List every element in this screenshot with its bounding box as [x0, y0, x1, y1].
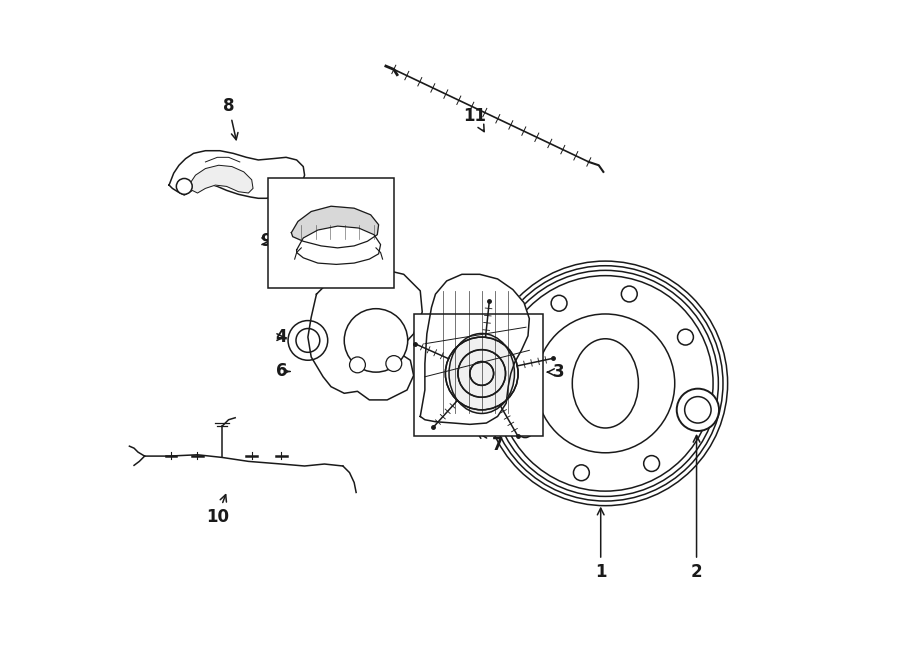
Text: 6: 6 — [275, 362, 290, 381]
Circle shape — [349, 357, 365, 373]
Polygon shape — [169, 151, 304, 198]
Text: 11: 11 — [464, 106, 487, 132]
Text: 3: 3 — [547, 363, 565, 381]
Circle shape — [176, 178, 193, 194]
Bar — [268, 178, 394, 288]
Text: 8: 8 — [223, 97, 238, 139]
Polygon shape — [292, 206, 379, 248]
Text: 9: 9 — [260, 232, 272, 251]
Circle shape — [677, 389, 719, 431]
Text: 7: 7 — [477, 432, 503, 454]
Circle shape — [344, 309, 408, 372]
Text: 2: 2 — [690, 436, 702, 581]
Polygon shape — [420, 274, 529, 424]
Text: 5: 5 — [423, 377, 439, 396]
Circle shape — [288, 321, 328, 360]
Text: 10: 10 — [206, 494, 229, 526]
Bar — [414, 314, 543, 436]
Circle shape — [275, 180, 292, 196]
Polygon shape — [297, 226, 381, 264]
Ellipse shape — [449, 333, 515, 414]
Polygon shape — [308, 268, 422, 400]
Polygon shape — [189, 165, 253, 193]
Text: 4: 4 — [275, 328, 287, 346]
Circle shape — [386, 356, 401, 371]
Text: 1: 1 — [595, 508, 607, 581]
